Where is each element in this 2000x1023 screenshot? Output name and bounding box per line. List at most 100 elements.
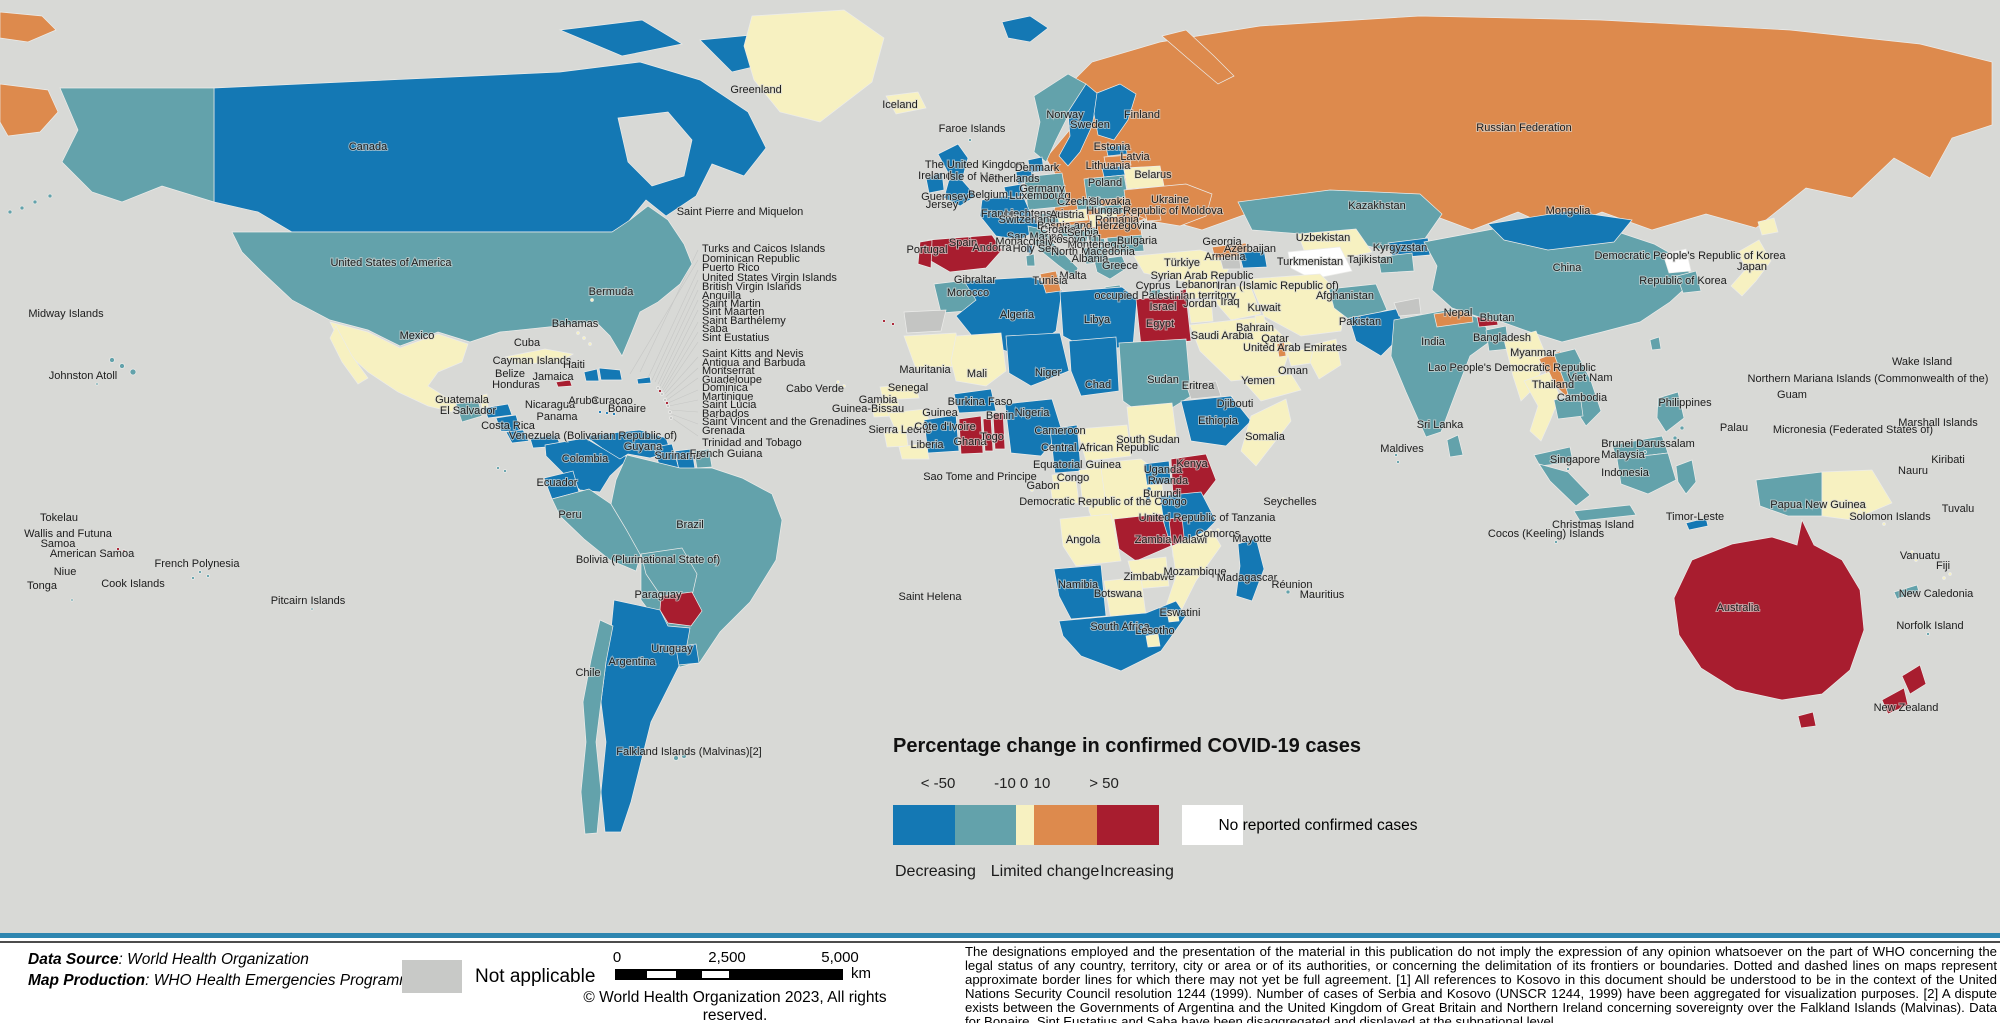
- map-label: Iceland: [882, 99, 917, 111]
- map-label: Togo: [980, 431, 1004, 443]
- map-label: New Zealand: [1874, 702, 1939, 714]
- country-qatar: [1276, 341, 1287, 358]
- map-label: Martinique: [702, 391, 753, 403]
- map-label: Pakistan: [1339, 316, 1381, 328]
- legend-swatch-decreasing: [955, 805, 1016, 845]
- map-label: Botswana: [1094, 588, 1143, 600]
- legend-swatch-increasing: [1034, 805, 1097, 845]
- map-label: Mexico: [400, 330, 435, 342]
- map-label: Canada: [349, 141, 388, 153]
- map-label: Gambia: [859, 394, 898, 406]
- map-label: Spain: [949, 237, 977, 249]
- legend-colorbar: [893, 805, 1159, 845]
- map-label: Andorra: [972, 242, 1012, 254]
- country-mozambique: [1165, 528, 1222, 612]
- country-zambia: [1113, 513, 1172, 562]
- country-svalbard: [1001, 15, 1049, 43]
- country-sweden: [1058, 83, 1099, 167]
- map-label: Gibraltar: [954, 274, 997, 286]
- map-label: Armenia: [1205, 251, 1247, 263]
- map-label: Timor-Leste: [1666, 511, 1724, 523]
- map-label: Rwanda: [1148, 475, 1189, 487]
- map-label: Russian Federation: [1476, 122, 1571, 134]
- map-label: Saudi Arabia: [1191, 330, 1254, 342]
- map-label: Réunion: [1272, 579, 1313, 591]
- country-bosnia: [1071, 229, 1090, 246]
- map-label: Burkina Faso: [948, 396, 1013, 408]
- country-moldova: [1143, 206, 1162, 222]
- country-south-sudan: [1126, 402, 1178, 447]
- map-label: North Macedonia: [1051, 246, 1136, 258]
- country-jamaica: [555, 379, 573, 388]
- country-cyprus: [1147, 288, 1162, 297]
- map-label: United States of America: [330, 257, 452, 269]
- map-label: Kosovo [1]: [1049, 234, 1101, 246]
- map-label: Israel: [1150, 301, 1177, 313]
- country-tunisia: [1039, 270, 1062, 294]
- legend-tick: < -50: [920, 775, 956, 792]
- map-label: Ireland: [918, 170, 952, 182]
- map-label: Bhutan: [1480, 312, 1515, 324]
- divider-dark: [0, 941, 2000, 943]
- map-label: Yemen: [1241, 375, 1275, 387]
- hudson-bay: [617, 111, 693, 187]
- map-label: Sao Tome and Principe: [923, 471, 1037, 483]
- legend-category-limited: Limited change: [990, 863, 1100, 880]
- map-label: Montenegro: [1068, 239, 1127, 251]
- country-turkiye: [1133, 249, 1233, 282]
- country-turkmenistan: [1287, 246, 1353, 280]
- country-ghana: [958, 415, 984, 455]
- data-source-value: World Health Organization: [127, 951, 309, 968]
- map-label: Guam: [1777, 389, 1807, 401]
- map-label: Sweden: [1070, 119, 1110, 131]
- country-belgium: [1003, 183, 1025, 199]
- country-haiti: [583, 368, 600, 382]
- legend-no-cases-label: No reported confirmed cases: [1218, 817, 1418, 834]
- map-label: Guernsey: [921, 191, 969, 203]
- map-label: Ecuador: [537, 477, 578, 489]
- map-label: Micronesia (Federated States of): [1773, 424, 1933, 436]
- map-label: Tajikistan: [1347, 254, 1392, 266]
- country-canada: [213, 61, 767, 233]
- map-label: Oman: [1278, 365, 1308, 377]
- country-venezuela: [584, 429, 672, 460]
- country-north-korea: [1662, 248, 1692, 274]
- map-label: Morocco: [947, 287, 989, 299]
- country-new-zealand-north: [1901, 664, 1927, 695]
- map-label: Republic of Moldova: [1123, 205, 1224, 217]
- country-somalia: [1240, 398, 1292, 467]
- map-label: Liberia: [910, 439, 944, 451]
- map-label: Mongolia: [1546, 205, 1592, 217]
- map-label: Sierra Leone: [869, 424, 932, 436]
- map-label: Nauru: [1898, 465, 1928, 477]
- map-label: Portugal: [907, 244, 948, 256]
- country-faroe: [968, 138, 972, 142]
- country-sri-lanka: [1446, 434, 1464, 458]
- map-label: United Republic of Tanzania: [1139, 512, 1277, 524]
- map-label: Ukraine: [1151, 194, 1189, 206]
- map-label: Bangladesh: [1473, 332, 1531, 344]
- map-label: Turks and Caicos Islands: [702, 243, 826, 255]
- map-label: Qatar: [1261, 333, 1289, 345]
- legend-swatch-no-cases: [1182, 805, 1243, 845]
- map-label: British Virgin Islands: [702, 281, 802, 293]
- map-label: Nicaragua: [525, 399, 576, 411]
- copyright: © World Health Organization 2023, All ri…: [583, 989, 887, 1023]
- country-peru: [551, 488, 642, 572]
- country-yemen: [1243, 373, 1302, 402]
- map-label: Serbia: [1067, 227, 1100, 239]
- map-label: Guadeloupe: [702, 374, 762, 386]
- map-label: Bonaire: [608, 403, 646, 415]
- map-label: Burundi: [1143, 488, 1181, 500]
- map-label: American Samoa: [50, 548, 135, 560]
- map-label: Libya: [1084, 314, 1111, 326]
- map-label: Zimbabwe: [1124, 571, 1175, 583]
- map-production-value: WHO Health Emergencies Programme: [153, 971, 421, 989]
- map-label: Mauritius: [1300, 589, 1345, 601]
- map-label: Albania: [1072, 253, 1110, 265]
- map-label: Johnston Atoll: [49, 370, 118, 382]
- map-label: Namibia: [1058, 579, 1099, 591]
- map-label: Brazil: [676, 519, 704, 531]
- legend-swatch-limited: [1016, 805, 1034, 845]
